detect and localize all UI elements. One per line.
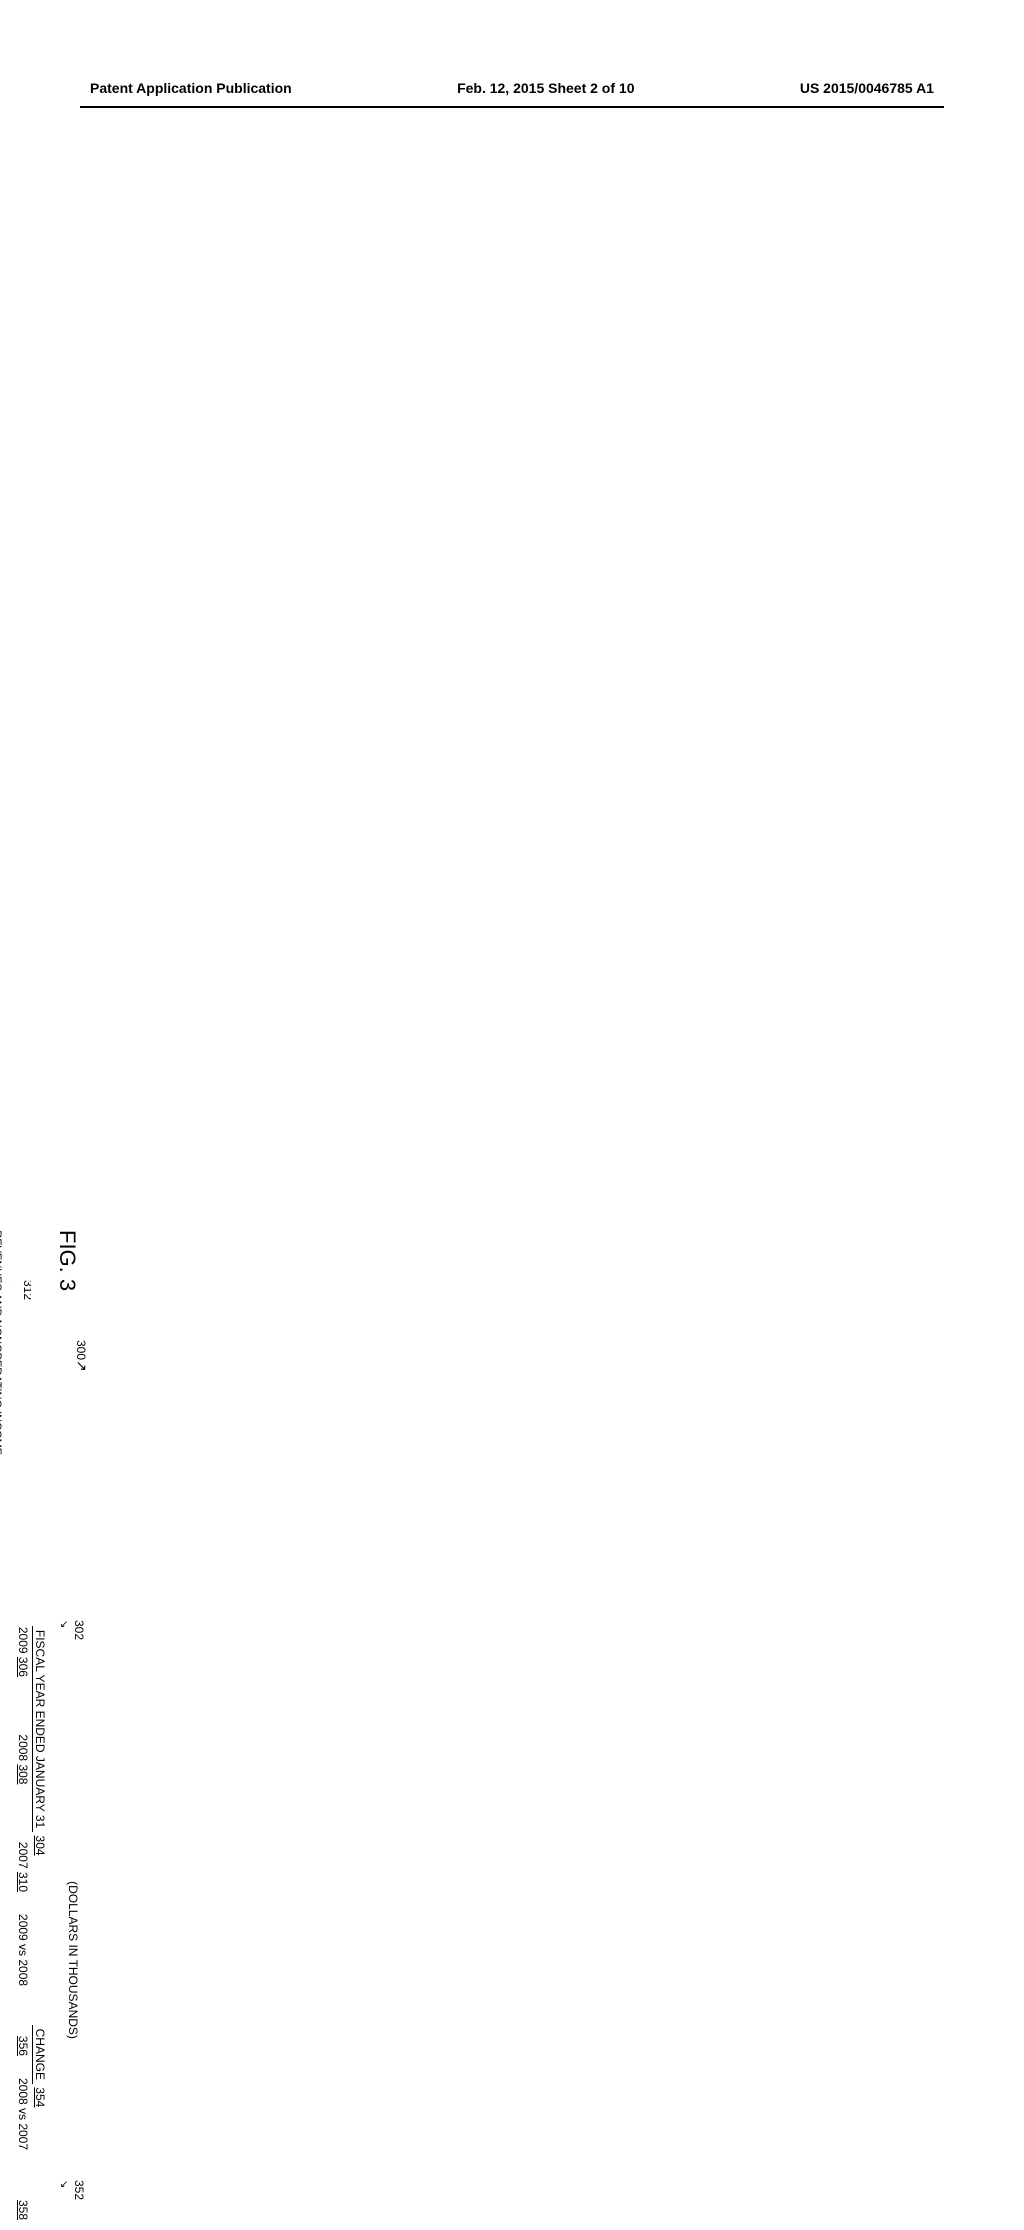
financial-table: FISCAL YEAR ENDED JANUARY 31 304 CHANGE … [0, 1230, 48, 2230]
header-right: US 2015/0046785 A1 [800, 80, 934, 96]
units-label: (DOLLARS IN THOUSANDS) [66, 1690, 80, 2230]
col-year-2009: 2009 [16, 1627, 30, 1654]
ref-312: 312↘ [15, 1280, 31, 1300]
section-rev: REVENUES AND NONOPERATING INCOME [0, 1230, 3, 1455]
col-year-2008: 2008 [16, 1734, 30, 1761]
arrow-icon: ↘ [15, 1280, 18, 1288]
ref-308: 308 [16, 1764, 30, 1784]
figure-rotated: FIG. 3 300↗ 302↘ (DOLLARS IN THOUSANDS) … [0, 1230, 80, 2230]
col-group-change: CHANGE [32, 2025, 47, 2084]
patent-page: Patent Application Publication Feb. 12, … [80, 80, 944, 1240]
figure-title: FIG. 3 [55, 1230, 80, 1291]
col-chg2: 2008 vs 2007 [16, 2078, 30, 2150]
ref-356: 356 [16, 2036, 30, 2056]
ref-310: 310 [16, 1872, 30, 1892]
ref-302: 302↘ [58, 1620, 86, 1640]
header-left: Patent Application Publication [90, 80, 292, 96]
col-group-fiscal: FISCAL YEAR ENDED JANUARY 31 [32, 1626, 47, 1832]
ref-358: 358 [16, 2200, 30, 2220]
header-rule [80, 106, 944, 108]
ref-304: 304 [33, 1836, 47, 1856]
table-row-years: 312↘ 2009 306 2008 308 2007 310 2009 vs … [15, 1230, 31, 2230]
arrow-icon: ↘ [58, 2180, 69, 2188]
ref-306: 306 [16, 1657, 30, 1677]
header-center: Feb. 12, 2015 Sheet 2 of 10 [457, 80, 634, 96]
arrow-icon: ↗ [74, 1360, 90, 1372]
table-row-groupheader: FISCAL YEAR ENDED JANUARY 31 304 CHANGE … [31, 1230, 48, 2230]
col-chg1: 2009 vs 2008 [16, 1914, 30, 1986]
table-row: 316{REVENUES AND NONOPERATING INCOME [0, 1230, 15, 2230]
col-year-2007: 2007 [16, 1842, 30, 1869]
ref-300: 300↗ [73, 1340, 90, 1372]
figure-container: FIG. 3 300↗ 302↘ (DOLLARS IN THOUSANDS) … [80, 230, 944, 1240]
arrow-icon: ↘ [58, 1620, 69, 1628]
figure-title-row: FIG. 3 300↗ 302↘ (DOLLARS IN THOUSANDS) … [54, 1230, 80, 2230]
ref-354: 354 [33, 2087, 47, 2107]
page-header: Patent Application Publication Feb. 12, … [80, 80, 944, 96]
ref-352: 352↘ [58, 2180, 86, 2200]
